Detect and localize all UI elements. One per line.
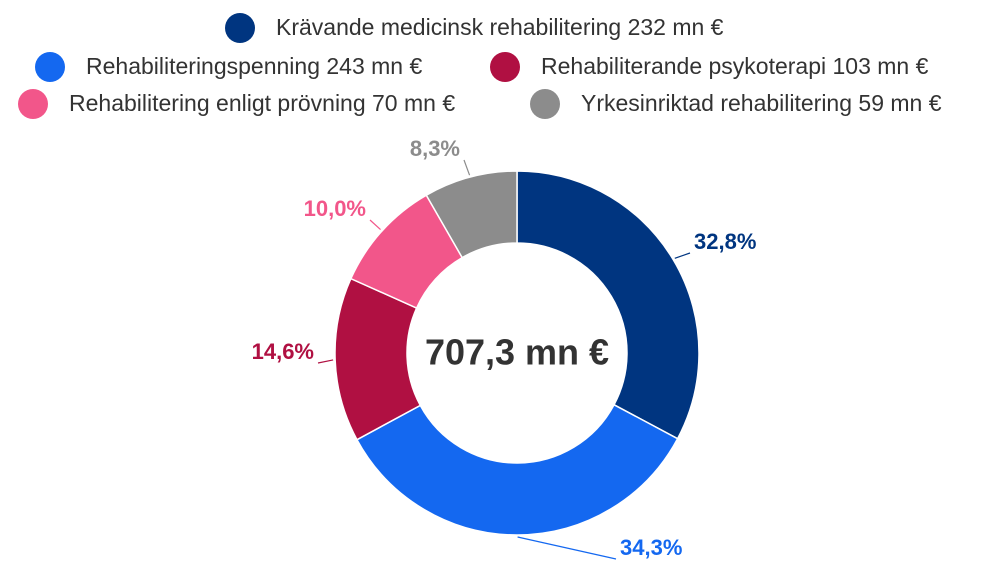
legend-marker [18,89,48,119]
legend-label: Yrkesinriktad rehabilitering 59 mn € [581,90,942,116]
donut-slice [516,170,700,440]
donut-slice [355,403,679,536]
value-label: 8,3% [410,136,460,161]
legend-marker [490,52,520,82]
legend-label: Krävande medicinsk rehabilitering 232 mn… [276,14,724,40]
leader-line [463,159,471,176]
legend-label: Rehabiliterande psykoterapi 103 mn € [541,53,929,79]
value-label: 34,3% [620,535,682,560]
leader-line [517,536,617,560]
leader-line [674,252,691,259]
value-label: 32,8% [694,229,756,254]
center-label: 707,3 mn € [425,332,609,373]
leader-line [317,359,334,364]
legend-label: Rehabiliteringspenning 243 mn € [86,53,422,79]
legend-marker [225,13,255,43]
legend-marker [530,89,560,119]
legend-marker [35,52,65,82]
legend-label: Rehabilitering enligt prövning 70 mn € [69,90,455,116]
value-label: 10,0% [304,196,366,221]
donut-slice [425,170,518,259]
value-label: 14,6% [252,339,314,364]
leader-line [369,219,381,231]
